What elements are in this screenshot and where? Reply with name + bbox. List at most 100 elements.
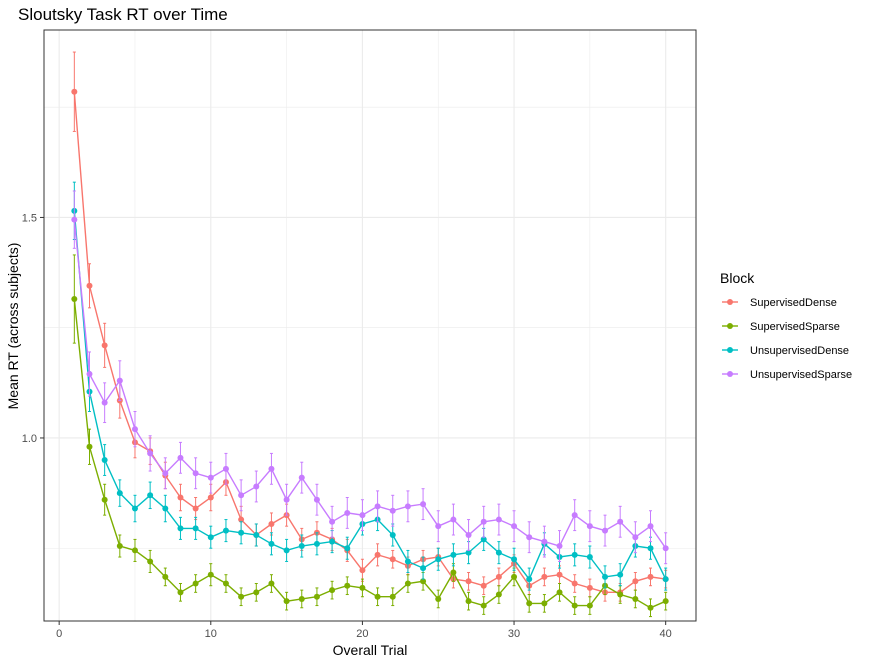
axes: 0 10 20 30 40 1.0 1.5 [22, 212, 672, 640]
data-point [177, 589, 184, 596]
data-point [617, 571, 624, 578]
data-point [389, 531, 396, 538]
data-point [253, 531, 260, 538]
x-tick-label: 0 [56, 628, 62, 640]
chart-title: Sloutsky Task RT over Time [18, 5, 228, 24]
data-point [541, 600, 548, 607]
data-point [313, 593, 320, 600]
data-point [313, 540, 320, 547]
data-point [192, 470, 199, 477]
data-point [480, 518, 487, 525]
data-point [586, 554, 593, 561]
data-point [298, 595, 305, 602]
data-point [374, 503, 381, 510]
data-point [344, 545, 351, 552]
data-point [480, 582, 487, 589]
data-point [147, 558, 154, 565]
data-point [71, 216, 78, 223]
series-line [73, 91, 666, 593]
data-point [162, 505, 169, 512]
plot-border [43, 29, 697, 622]
data-point [480, 536, 487, 543]
data-point [495, 573, 502, 580]
data-point [662, 598, 669, 605]
data-point [283, 496, 290, 503]
data-point [526, 576, 533, 583]
data-point [253, 589, 260, 596]
data-point [71, 88, 78, 95]
data-point [283, 547, 290, 554]
data-point [238, 529, 245, 536]
data-point [238, 593, 245, 600]
data-point [116, 377, 123, 384]
data-point [177, 454, 184, 461]
data-point [101, 342, 108, 349]
data-point [556, 543, 563, 550]
data-point [207, 534, 214, 541]
data-point [162, 573, 169, 580]
data-point [147, 492, 154, 499]
data-point [450, 569, 457, 576]
data-point [192, 525, 199, 532]
data-point [556, 589, 563, 596]
data-point [207, 571, 214, 578]
data-point [268, 465, 275, 472]
data-point [450, 516, 457, 523]
data-point [389, 556, 396, 563]
data-point [465, 549, 472, 556]
legend-key-point [727, 299, 733, 305]
data-point [435, 595, 442, 602]
legend-label: UnsupervisedDense [750, 345, 849, 357]
data-point [86, 443, 93, 450]
data-point [435, 523, 442, 530]
data-point [253, 483, 260, 490]
data-point [662, 545, 669, 552]
data-point [420, 565, 427, 572]
grid-lines [44, 30, 696, 621]
data-point [571, 551, 578, 558]
data-point [268, 580, 275, 587]
data-point [222, 580, 229, 587]
data-point [647, 573, 654, 580]
data-point [617, 591, 624, 598]
data-point [238, 516, 245, 523]
data-point [359, 512, 366, 519]
data-point [541, 538, 548, 545]
data-point [571, 580, 578, 587]
data-point [283, 598, 290, 605]
data-point [71, 296, 78, 303]
data-point [268, 520, 275, 527]
data-point [162, 470, 169, 477]
legend-item-supervised-dense: SupervisedDense [722, 297, 837, 309]
legend-key-point [727, 347, 733, 353]
data-point [647, 545, 654, 552]
data-point [131, 505, 138, 512]
y-tick-label: 1.0 [22, 433, 37, 445]
x-tick-label: 20 [356, 628, 368, 640]
data-point [344, 582, 351, 589]
data-point [465, 578, 472, 585]
data-point [298, 474, 305, 481]
legend-item-unsupervised-sparse: UnsupervisedSparse [722, 369, 852, 381]
data-point [329, 518, 336, 525]
data-point [313, 496, 320, 503]
data-point [101, 496, 108, 503]
data-point [435, 556, 442, 563]
data-point [602, 573, 609, 580]
data-point [329, 538, 336, 545]
legend-title: Block [720, 270, 755, 286]
data-point [586, 523, 593, 530]
data-point [526, 600, 533, 607]
series-unsupervised-sparse [71, 190, 669, 565]
data-point [374, 551, 381, 558]
data-point [465, 531, 472, 538]
data-point [359, 567, 366, 574]
series-unsupervised-dense [71, 181, 669, 591]
data-point [329, 587, 336, 594]
legend: Block SupervisedDense SupervisedSparse Uns… [720, 270, 852, 381]
data-point [389, 507, 396, 514]
data-point [116, 543, 123, 550]
y-axis-title: Mean RT (across subjects) [5, 243, 21, 410]
data-point [116, 490, 123, 497]
x-tick-label: 40 [660, 628, 672, 640]
